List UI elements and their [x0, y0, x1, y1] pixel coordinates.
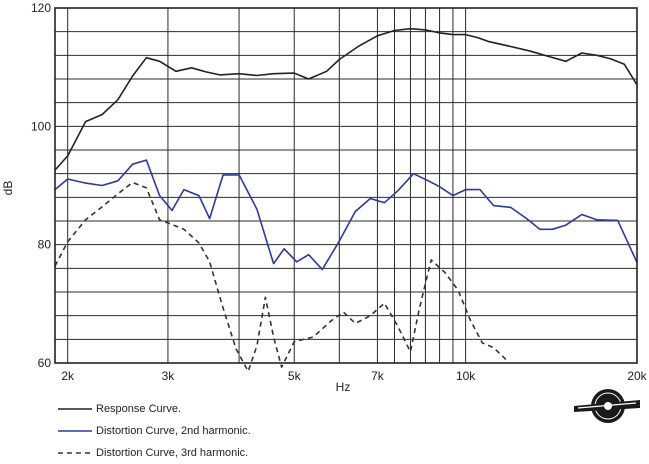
y-tick-label: 100 [31, 119, 51, 133]
x-tick-label: 5k [288, 369, 302, 383]
brand-logo-icon [574, 389, 640, 423]
frequency-response-chart: 2k 3k 5k 7k 10k 20k 60 80 100 120 Hz dB [1, 1, 648, 394]
y-tick-label: 120 [31, 1, 51, 15]
legend: Response Curve. Distortion Curve, 2nd ha… [58, 398, 251, 464]
legend-swatch-2nd-harmonic [58, 426, 92, 436]
series-response-curve [54, 27, 638, 171]
plot-frame [54, 7, 638, 364]
x-tick-label: 7k [371, 369, 385, 383]
plot-background [55, 8, 637, 363]
legend-item-response: Response Curve. [58, 398, 251, 420]
y-tick-labels: 60 80 100 120 [31, 1, 51, 370]
legend-label-2nd-harmonic: Distortion Curve, 2nd harmonic. [96, 425, 251, 437]
x-tick-label: 2k [61, 369, 75, 383]
y-tick-label: 80 [38, 238, 52, 252]
legend-swatch-3rd-harmonic [58, 448, 92, 458]
legend-label-3rd-harmonic: Distortion Curve, 3rd harmonic. [96, 447, 249, 459]
x-tick-label: 20k [627, 369, 647, 383]
legend-swatch-response [58, 404, 92, 414]
y-axis-label: dB [1, 181, 15, 196]
x-tick-labels: 2k 3k 5k 7k 10k 20k [61, 369, 647, 383]
series-2nd-harmonic [54, 159, 638, 271]
legend-item-3rd-harmonic: Distortion Curve, 3rd harmonic. [58, 442, 251, 464]
series-layer [54, 27, 638, 373]
legend-item-2nd-harmonic: Distortion Curve, 2nd harmonic. [58, 420, 251, 442]
x-axis-label: Hz [336, 380, 351, 394]
legend-label-response: Response Curve. [96, 403, 181, 415]
y-tick-label: 60 [38, 356, 52, 370]
x-tick-label: 3k [162, 369, 176, 383]
series-3rd-harmonic [54, 181, 508, 373]
x-tick-label: 10k [456, 369, 476, 383]
